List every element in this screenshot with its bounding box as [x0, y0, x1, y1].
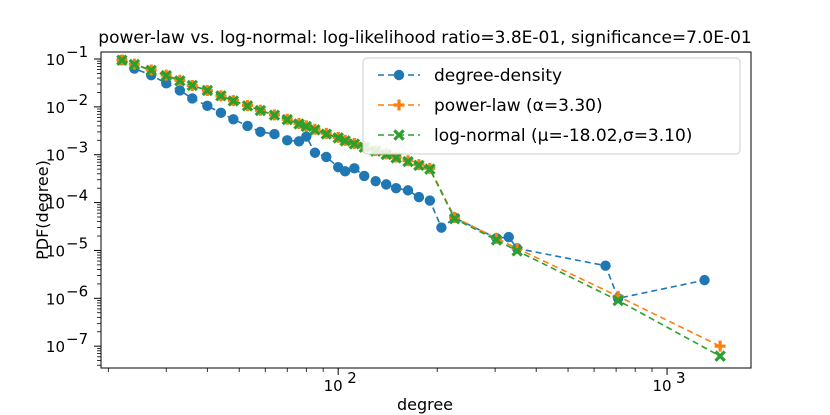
- degree-density-point: [242, 120, 253, 132]
- degree-density-point: [699, 274, 710, 286]
- degree-density-point: [301, 131, 312, 142]
- x-axis-label: degree: [397, 395, 453, 414]
- y-tick-exponent: −2: [66, 91, 88, 109]
- degree-density-point: [339, 166, 351, 177]
- y-tick-label: 10: [46, 51, 65, 69]
- legend-box: [362, 57, 741, 155]
- axis-ticks: 10 2 10 310 −110 −210 −310 −410 −510 −610 −7: [46, 43, 686, 395]
- legend-label-degree-density: degree-density: [434, 66, 562, 86]
- degree-density-point: [436, 222, 447, 233]
- log-normal-point: [309, 124, 321, 136]
- degree-density-point: [321, 151, 332, 163]
- degree-density-point: [402, 185, 414, 196]
- y-tick-exponent: −3: [66, 139, 88, 157]
- legend-marker-log-normal: [393, 129, 405, 141]
- log-normal-point: [448, 212, 461, 225]
- series-layer: [116, 54, 726, 362]
- degree-density-point: [390, 182, 402, 194]
- y-tick-label: 10: [46, 147, 65, 165]
- x-tick-exponent: 3: [676, 369, 686, 387]
- y-tick-exponent: −4: [66, 187, 88, 205]
- power-law-point: [714, 340, 726, 352]
- x-tick-label: 10: [324, 377, 343, 395]
- degree-density-point: [202, 100, 213, 112]
- degree-density-point: [215, 107, 227, 119]
- y-tick-exponent: −7: [66, 330, 88, 348]
- degree-density-point: [424, 195, 436, 206]
- log-normal-point: [293, 118, 305, 130]
- log-normal-point: [128, 58, 141, 71]
- degree-density-point: [282, 135, 293, 146]
- degree-density-point: [349, 163, 360, 174]
- legend: degree-density power-law (α=3.30) log-norm…: [362, 57, 741, 155]
- log-normal-point: [160, 69, 172, 82]
- degree-density-point: [228, 114, 239, 125]
- log-normal-point: [241, 100, 254, 112]
- y-axis-label: PDF(degree): [33, 160, 52, 260]
- degree-density-point: [255, 126, 266, 138]
- y-tick-exponent: −6: [66, 282, 88, 300]
- chart-title: power-law vs. log-normal: log-likelihood…: [98, 28, 751, 48]
- degree-density-point: [269, 128, 280, 140]
- degree-density-point: [161, 78, 172, 89]
- log-normal-point: [511, 245, 523, 257]
- series-log-normal: [116, 54, 726, 362]
- degree-density-point: [600, 260, 611, 271]
- legend-marker-power-law: [393, 99, 405, 111]
- degree-density-point: [187, 93, 198, 104]
- log-normal-point: [186, 79, 199, 92]
- series-degree-density: [116, 54, 710, 304]
- y-tick-label: 10: [46, 195, 65, 213]
- y-tick-label: 10: [46, 99, 65, 117]
- legend-label-power-law: power-law (α=3.30): [434, 96, 603, 116]
- log-normal-point: [339, 135, 351, 147]
- log-normal-point: [116, 54, 128, 67]
- log-normal-point: [612, 294, 624, 307]
- y-tick-exponent: −1: [66, 43, 88, 61]
- y-tick-label: 10: [46, 338, 65, 356]
- log-normal-point: [215, 90, 227, 102]
- x-tick-exponent: 2: [347, 369, 357, 387]
- y-tick-label: 10: [46, 242, 65, 260]
- degree-density-point: [381, 179, 392, 190]
- x-tick-label: 10: [653, 377, 672, 395]
- log-normal-point: [348, 138, 361, 150]
- log-normal-point: [227, 95, 240, 107]
- legend-marker-degree-density: [393, 69, 405, 81]
- log-normal-point: [268, 109, 281, 121]
- log-normal-point: [320, 128, 333, 140]
- log-normal-point: [424, 163, 436, 175]
- y-tick-exponent: −5: [66, 234, 88, 252]
- log-normal-point: [254, 104, 267, 117]
- log-normal-point: [490, 234, 503, 246]
- log-normal-point: [390, 152, 402, 164]
- degree-density-point: [503, 231, 514, 243]
- legend-label-log-normal: log-normal (μ=-18.02,σ=3.10): [434, 126, 692, 146]
- y-tick-label: 10: [46, 290, 65, 308]
- degree-density-point: [174, 85, 186, 96]
- degree-density-point: [309, 147, 321, 158]
- log-normal-point: [281, 113, 293, 126]
- log-normal-point: [332, 132, 344, 144]
- log-normal-point: [413, 159, 425, 172]
- log-normal-point: [145, 64, 157, 77]
- log-normal-point: [402, 155, 414, 168]
- log-normal-point: [300, 120, 313, 133]
- log-normal-point: [714, 350, 726, 362]
- degree-density-point: [370, 175, 381, 187]
- log-normal-point: [174, 75, 186, 87]
- degree-density-point: [293, 136, 305, 147]
- degree-density-point: [359, 170, 370, 182]
- degree-density-point: [413, 191, 425, 203]
- log-normal-point: [201, 84, 214, 97]
